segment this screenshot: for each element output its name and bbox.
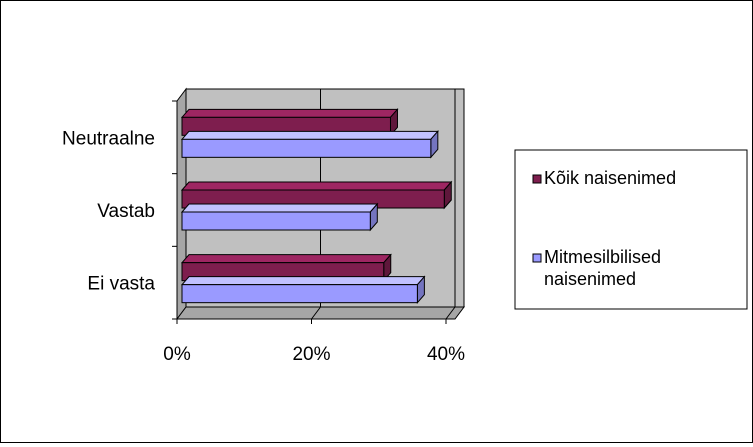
legend-box: [514, 149, 748, 310]
legend-label-mitmesilbilised-naisenimed: Mitmesilbilised naisenimed: [544, 247, 666, 289]
x-tick-label: 40%: [427, 344, 465, 365]
bar-neutraalne-mitmesilbilised-naisenimed: [180, 130, 439, 159]
bar-vastab-mitmesilbilised-naisenimed: [180, 202, 379, 232]
category-label-ei-vasta: Ei vasta: [87, 274, 155, 295]
gridlines: [172, 89, 456, 324]
legend-swatch-mitmesilbilised-naisenimed: [532, 253, 542, 263]
x-tick-label: 20%: [292, 344, 330, 365]
gridline: [311, 89, 321, 320]
gridline: [445, 89, 456, 320]
bar-ei-vasta-mitmesilbilised-naisenimed: [180, 275, 426, 304]
x-tick-label: 0%: [163, 344, 191, 365]
legend-label-kik-naisenimed: Kõik naisenimed: [544, 168, 676, 188]
category-label-neutraalne: Neutraalne: [62, 128, 155, 149]
x-tick-labels: 0% 20% 40%: [163, 344, 465, 365]
category-labels: Neutraalne Vastab Ei vasta: [62, 128, 155, 294]
bars: [180, 108, 453, 304]
floor: [176, 306, 465, 320]
category-label-vastab: Vastab: [97, 201, 155, 222]
legend: Kõik naisenimed Mitmesilbilised naisenim…: [514, 149, 748, 310]
legend-swatch-kik-naisenimed: [532, 174, 542, 184]
